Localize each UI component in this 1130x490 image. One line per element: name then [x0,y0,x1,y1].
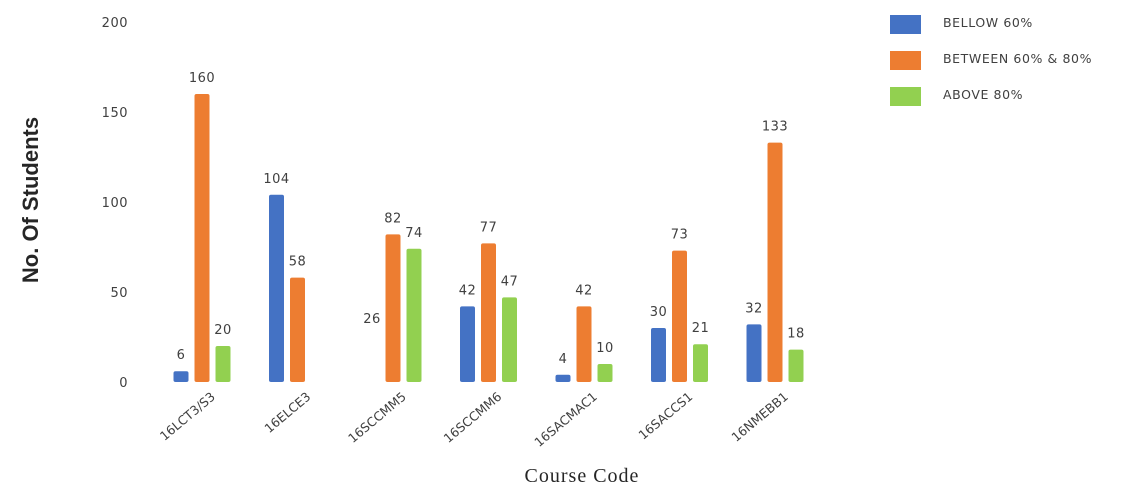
data-label: 18 [787,327,805,342]
bars [173,94,804,382]
y-tick-label: 50 [110,286,128,301]
bar [672,250,687,382]
category-label: 16SACMAC1 [531,389,600,450]
bar [290,277,305,382]
data-label: 133 [762,120,788,135]
data-label: 4 [559,352,568,367]
data-label: 21 [692,321,710,336]
x-axis: 16LCT3/S3 16ELCE3 16SCCMM5 16SCCMM6 16SACMAC… [157,389,791,450]
bar [502,297,517,382]
category-label: 16SCCMM5 [345,389,409,446]
bar [460,306,475,382]
data-label: 160 [189,71,215,86]
data-label: 77 [480,220,498,235]
legend-swatch [890,87,921,106]
legend-swatch [890,15,921,34]
bar [651,328,666,382]
data-label: 26 [363,312,381,327]
bar [385,234,401,382]
bar [215,346,231,382]
data-label: 74 [405,226,423,241]
legend-label: ABOVE 80% [943,87,1023,102]
data-label: 10 [596,341,614,356]
bar [555,374,571,382]
data-label: 32 [745,301,763,316]
bar [746,324,762,382]
data-label: 42 [459,283,477,298]
legend-swatch [890,51,921,70]
category-label: 16NMEBB1 [728,389,791,445]
category-label: 16LCT3/S3 [157,389,218,444]
bar [576,306,592,382]
y-axis: 0 50 100 150 200 [102,16,128,391]
data-label: 73 [671,228,689,243]
category-label: 16SACCS1 [635,389,695,443]
legend-label: BELLOW 60% [943,15,1033,30]
data-label: 42 [575,283,593,298]
y-tick-label: 150 [102,106,128,121]
bar [194,94,210,382]
bar [173,371,189,382]
bar [481,243,496,382]
data-label: 30 [650,305,668,320]
y-tick-label: 200 [102,16,128,31]
bar [693,344,708,382]
data-label: 6 [177,348,186,363]
bar [788,349,804,382]
bar [269,194,284,382]
y-tick-label: 100 [102,196,128,211]
category-label: 16ELCE3 [261,389,313,436]
data-label: 47 [501,274,519,289]
x-axis-title: Course Code [525,465,640,487]
data-label: 20 [214,323,232,338]
bar [767,142,783,382]
data-label: 58 [289,255,307,270]
data-label: 82 [384,211,402,226]
y-axis-title: No. Of Students [18,117,43,283]
legend-label: BETWEEN 60% & 80% [943,51,1092,66]
bar [597,364,613,382]
data-label: 104 [263,172,289,187]
legend: BELLOW 60% BETWEEN 60% & 80% ABOVE 80% [890,15,1092,106]
category-label: 16SCCMM6 [441,389,505,446]
bar [406,248,422,382]
y-tick-label: 0 [119,376,128,391]
